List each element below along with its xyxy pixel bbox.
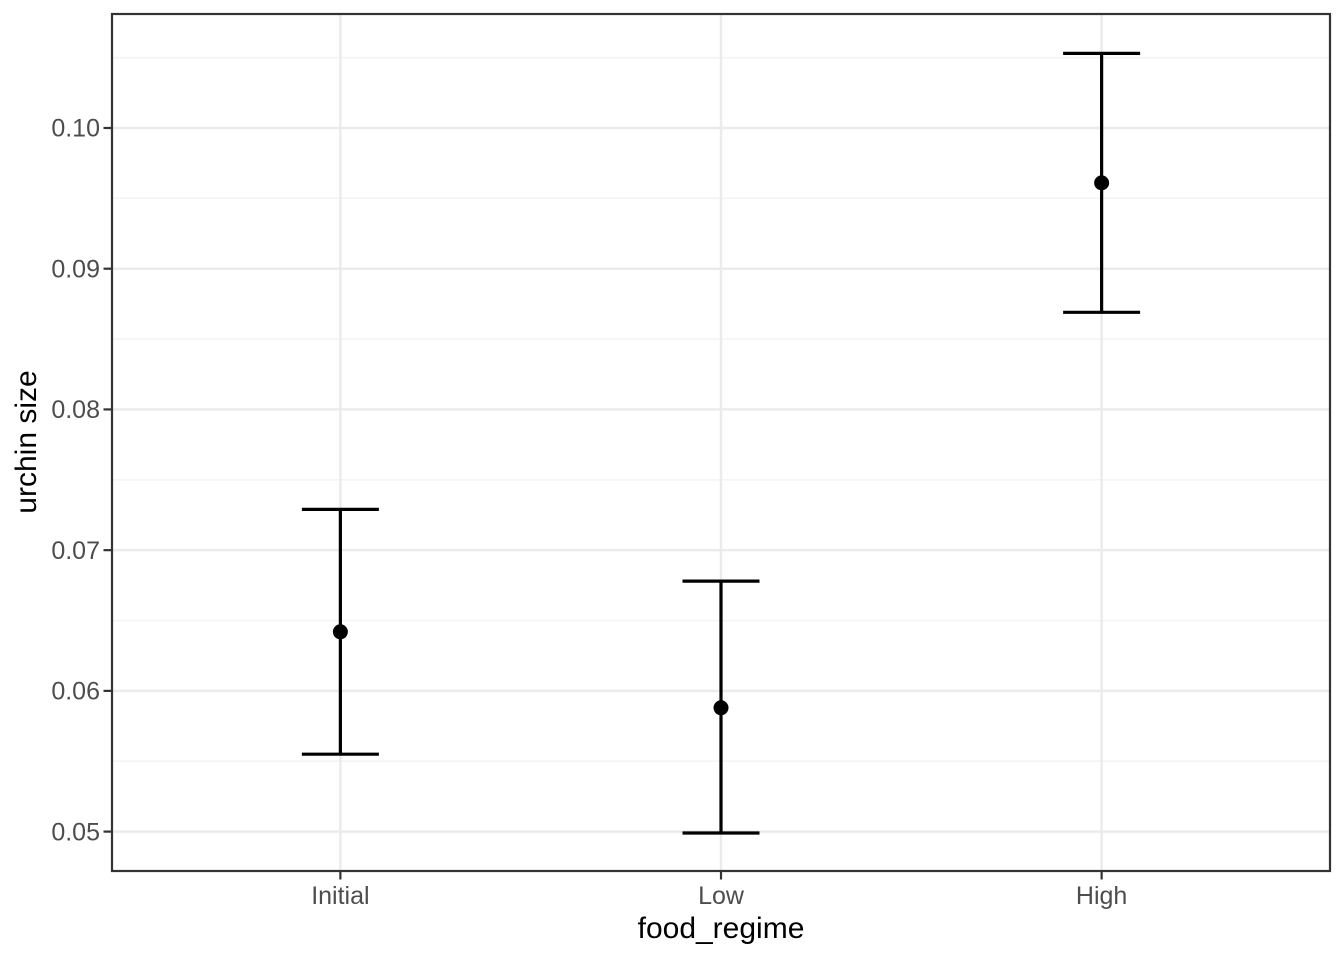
y-axis-title: urchin size — [10, 370, 43, 513]
pointrange-high — [1063, 51, 1141, 314]
point-marker — [332, 624, 348, 640]
axis-ticks-and-labels: 0.05 0.06 0.07 0.08 0.09 0.10 Initial Low High — [51, 115, 1127, 910]
y-tick-label: 0.09 — [51, 255, 100, 283]
y-tick-label: 0.06 — [51, 678, 100, 706]
y-tick-label: 0.10 — [51, 115, 100, 143]
point-marker — [713, 700, 729, 716]
x-tick-label: High — [1076, 882, 1127, 910]
x-axis-title: food_regime — [638, 912, 805, 945]
pointrange-low — [682, 579, 760, 835]
y-tick-label: 0.08 — [51, 396, 100, 424]
x-tick-label: Low — [698, 882, 745, 910]
point-marker — [1094, 175, 1110, 191]
y-tick-label: 0.05 — [51, 818, 100, 846]
pointrange-series — [301, 51, 1141, 835]
pointrange-initial — [301, 507, 379, 756]
x-tick-label: Initial — [311, 882, 369, 910]
y-tick-label: 0.07 — [51, 537, 100, 565]
